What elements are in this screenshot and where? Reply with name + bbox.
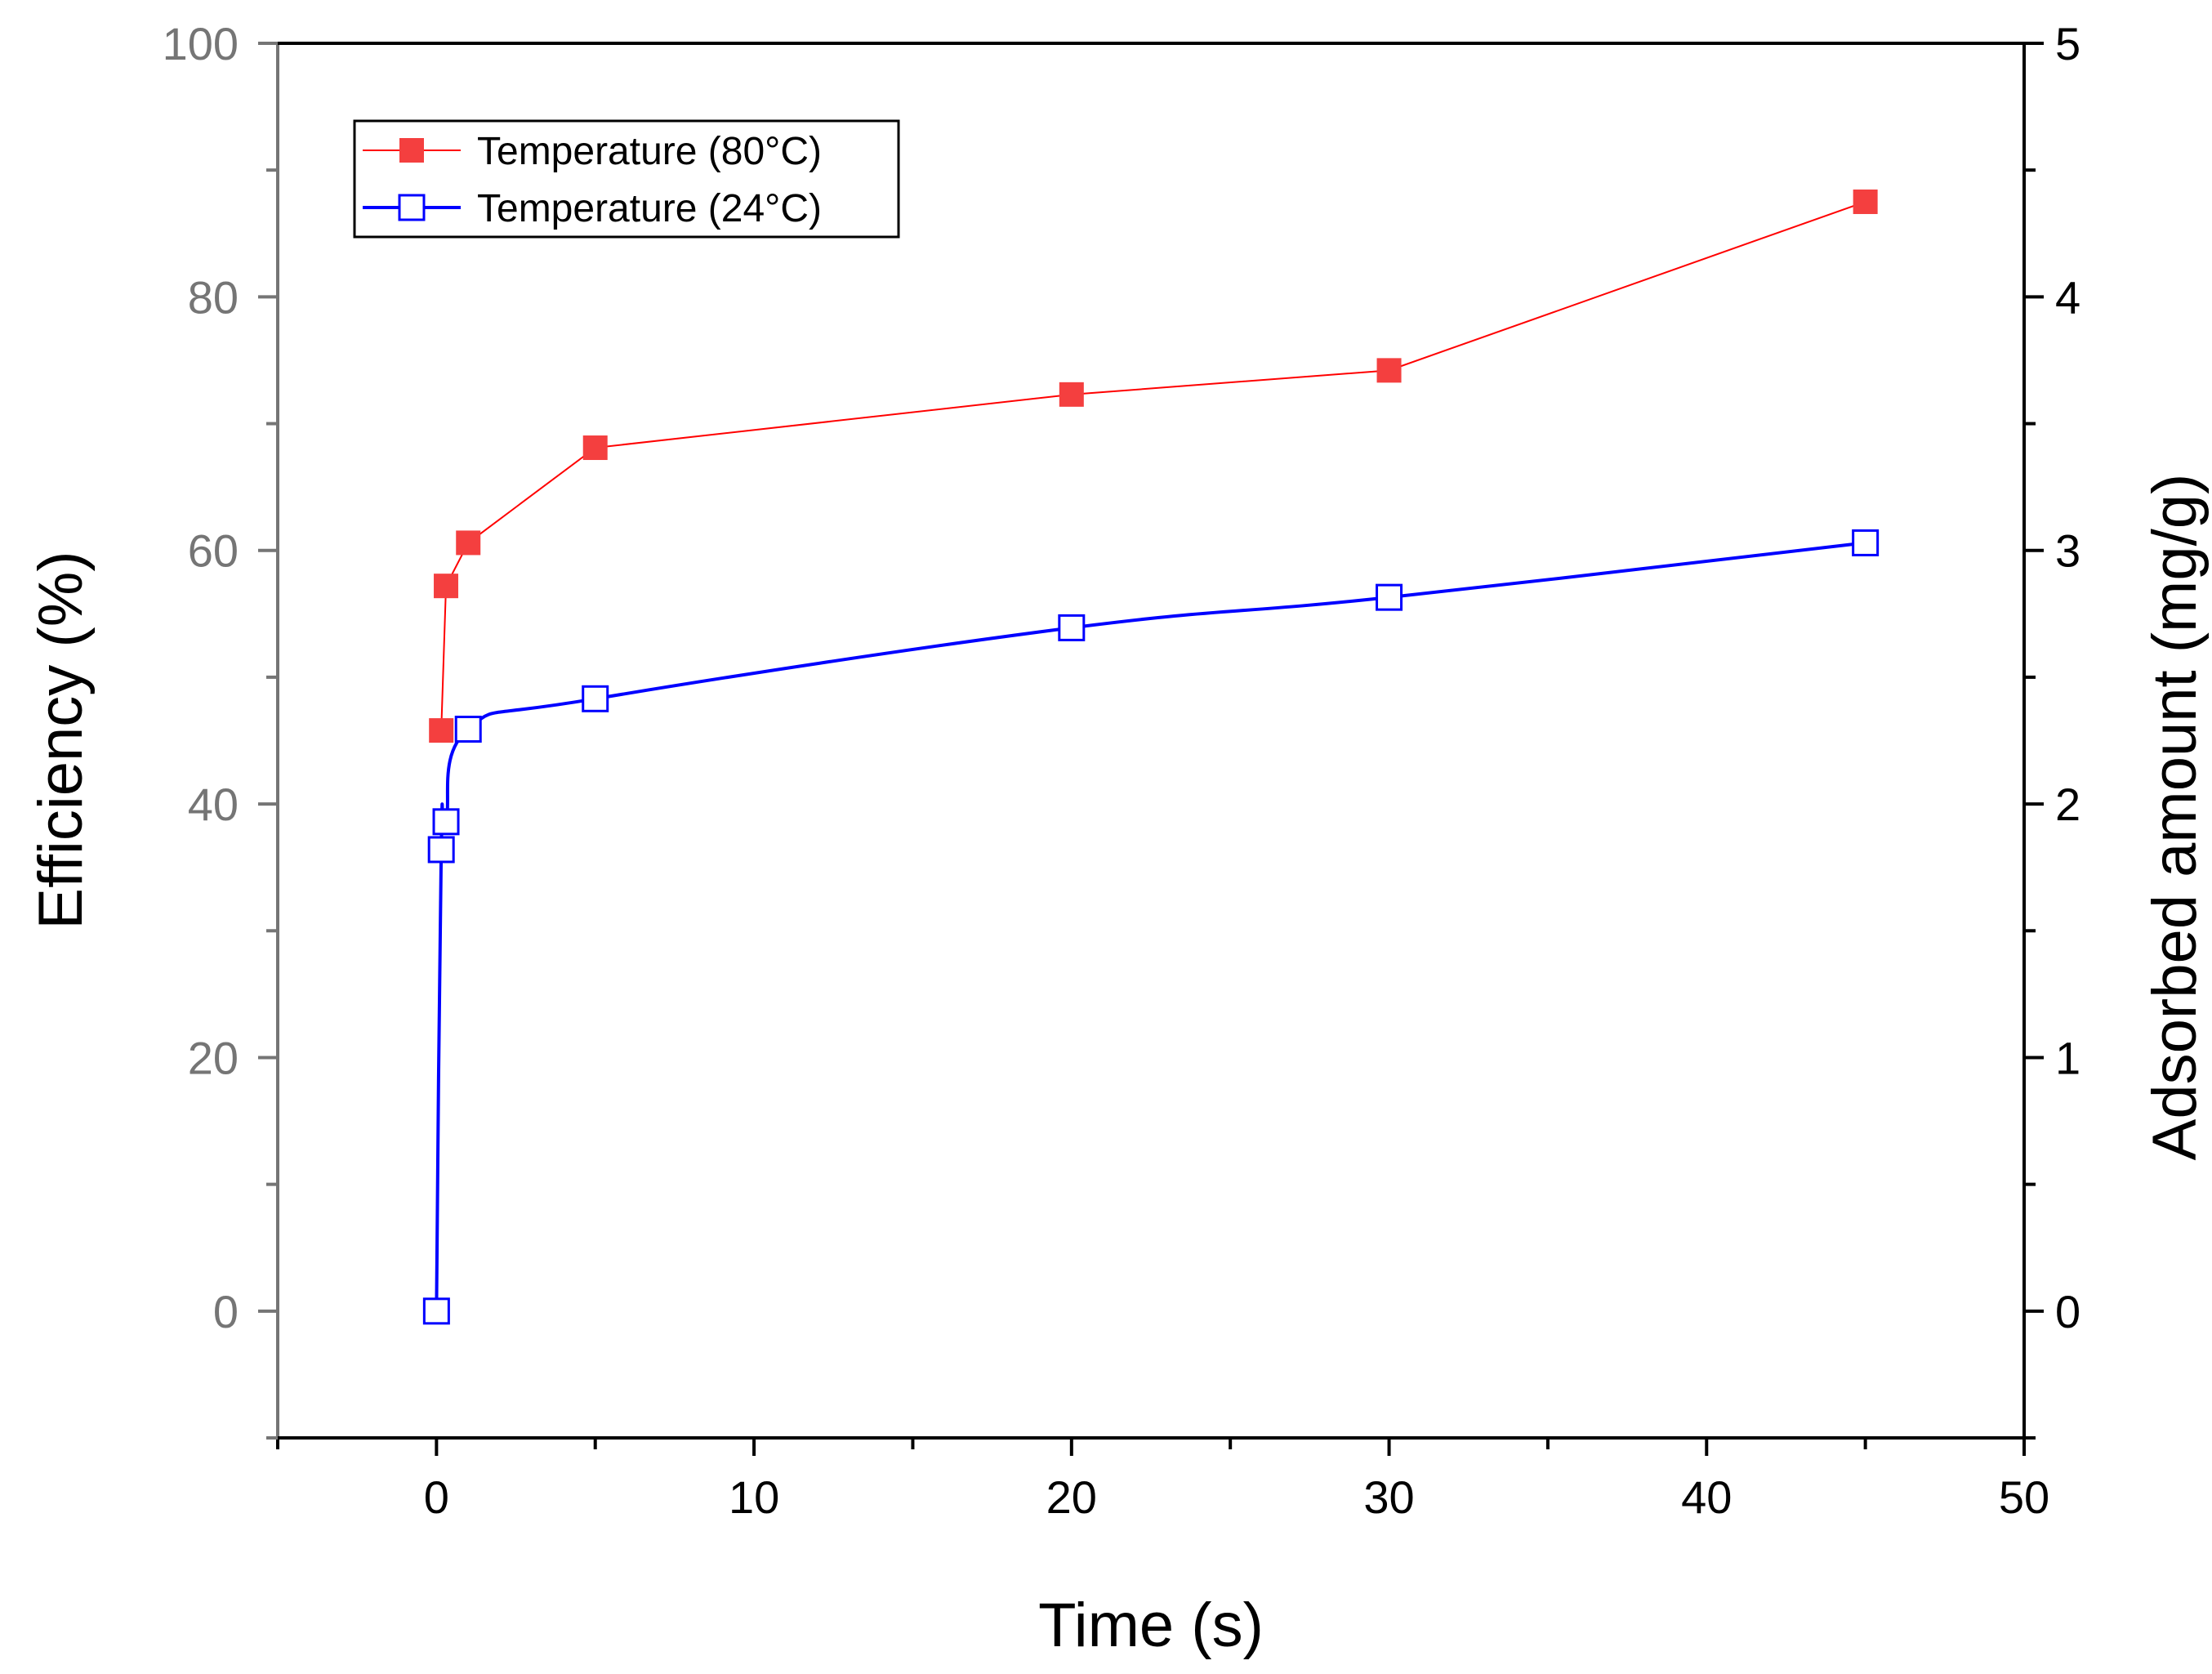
y-tick-label: 40 — [188, 779, 239, 830]
data-point — [429, 718, 454, 743]
data-point — [454, 716, 482, 743]
legend-label-80c: Temperature (80°C) — [477, 130, 822, 173]
series-markers — [422, 189, 1880, 1325]
axes — [276, 42, 2026, 1440]
x-tick-label: 40 — [1681, 1471, 1732, 1523]
y-tick-label: 100 — [163, 18, 239, 69]
data-point — [422, 1297, 450, 1325]
legend-marker-80c — [399, 138, 424, 163]
y-ticks: 0 20 40 60 80 100 — [163, 18, 278, 1440]
x-tick-label: 20 — [1046, 1471, 1097, 1523]
data-point — [456, 530, 481, 556]
data-point — [1853, 189, 1878, 214]
data-point — [434, 574, 459, 599]
y2-tick-label: 0 — [2055, 1286, 2080, 1337]
data-point — [582, 685, 609, 712]
x-tick-label: 50 — [1999, 1471, 2049, 1523]
data-point — [1852, 529, 1880, 556]
x-tick-label: 10 — [729, 1471, 779, 1523]
legend-label-24c: Temperature (24°C) — [477, 187, 822, 230]
y2-tick-label: 1 — [2055, 1032, 2080, 1083]
x-tick-label: 0 — [424, 1471, 449, 1523]
y-tick-label: 60 — [188, 525, 239, 577]
data-point — [432, 808, 460, 836]
x-axis-title: Time (s) — [1038, 1591, 1264, 1660]
y-axis-title: Efficiency (%) — [26, 551, 96, 929]
y-tick-label: 0 — [213, 1286, 239, 1337]
data-point — [1059, 382, 1084, 407]
y2-tick-label: 4 — [2055, 271, 2080, 323]
data-point — [1376, 358, 1402, 383]
y2-tick-label: 2 — [2055, 779, 2080, 830]
x-tick-label: 30 — [1363, 1471, 1414, 1523]
data-point — [582, 435, 608, 461]
y2-axis-title: Adsorbed amount (mg/g) — [2140, 474, 2210, 1161]
legend-marker-24c — [398, 194, 426, 221]
y2-tick-label: 3 — [2055, 525, 2080, 577]
legend: Temperature (80°C) Temperature (24°C) — [353, 119, 900, 239]
y2-tick-label: 5 — [2055, 18, 2080, 69]
data-point — [427, 836, 455, 864]
x-ticks: 0 10 20 30 40 50 — [276, 1438, 2049, 1523]
data-point — [1376, 583, 1403, 611]
y-tick-label: 80 — [188, 271, 239, 323]
y2-ticks: 0 1 2 3 4 5 — [2024, 18, 2080, 1440]
legend-box — [353, 119, 900, 239]
data-point — [1058, 614, 1086, 641]
y-tick-label: 20 — [188, 1032, 239, 1083]
